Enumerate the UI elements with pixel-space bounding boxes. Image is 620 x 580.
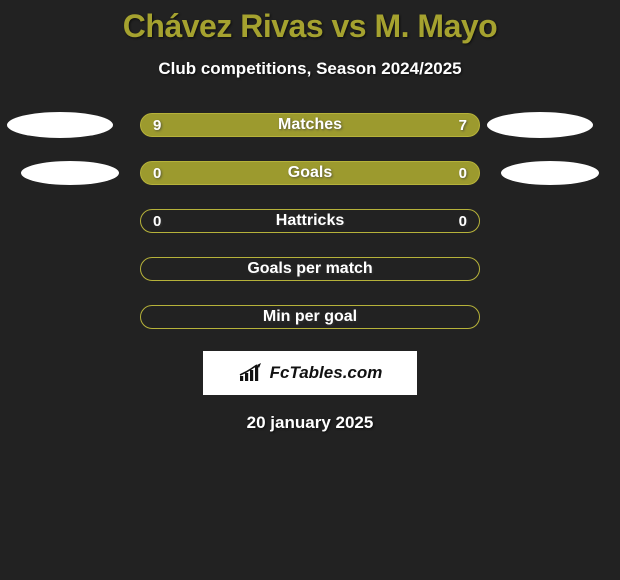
- stats-area: Matches 9 7 Goals 0 0 Hattricks 0 0 Goals per mat…: [0, 113, 620, 329]
- date-label: 20 january 2025: [247, 413, 374, 433]
- stat-bar: Goals 0 0: [140, 161, 480, 185]
- stat-row: Goals per match: [0, 257, 620, 281]
- page-title: Chávez Rivas vs M. Mayo: [123, 8, 497, 45]
- stat-value-left: 9: [153, 117, 161, 134]
- stat-label: Min per goal: [263, 308, 357, 326]
- stat-bar: Hattricks 0 0: [140, 209, 480, 233]
- stat-label: Goals: [288, 164, 332, 182]
- stat-value-right: 7: [459, 117, 467, 134]
- player-avatar-placeholder: [7, 112, 113, 138]
- stat-bar: Goals per match: [140, 257, 480, 281]
- stat-row: Hattricks 0 0: [0, 209, 620, 233]
- stat-value-right: 0: [459, 213, 467, 230]
- player-avatar-placeholder: [21, 161, 119, 185]
- comparison-card: Chávez Rivas vs M. Mayo Club competition…: [0, 0, 620, 433]
- stat-value-left: 0: [153, 213, 161, 230]
- stat-value-right: 0: [459, 165, 467, 182]
- player-avatar-placeholder: [487, 112, 593, 138]
- player-avatar-placeholder: [501, 161, 599, 185]
- subtitle: Club competitions, Season 2024/2025: [158, 59, 461, 79]
- watermark: FcTables.com: [203, 351, 417, 395]
- stat-label: Hattricks: [276, 212, 344, 230]
- stat-label: Goals per match: [247, 260, 372, 278]
- stat-label: Matches: [278, 116, 342, 134]
- stat-value-left: 0: [153, 165, 161, 182]
- stat-bar: Min per goal: [140, 305, 480, 329]
- chart-logo-icon: [238, 363, 264, 383]
- stat-row: Min per goal: [0, 305, 620, 329]
- watermark-text: FcTables.com: [270, 363, 383, 383]
- stat-bar: Matches 9 7: [140, 113, 480, 137]
